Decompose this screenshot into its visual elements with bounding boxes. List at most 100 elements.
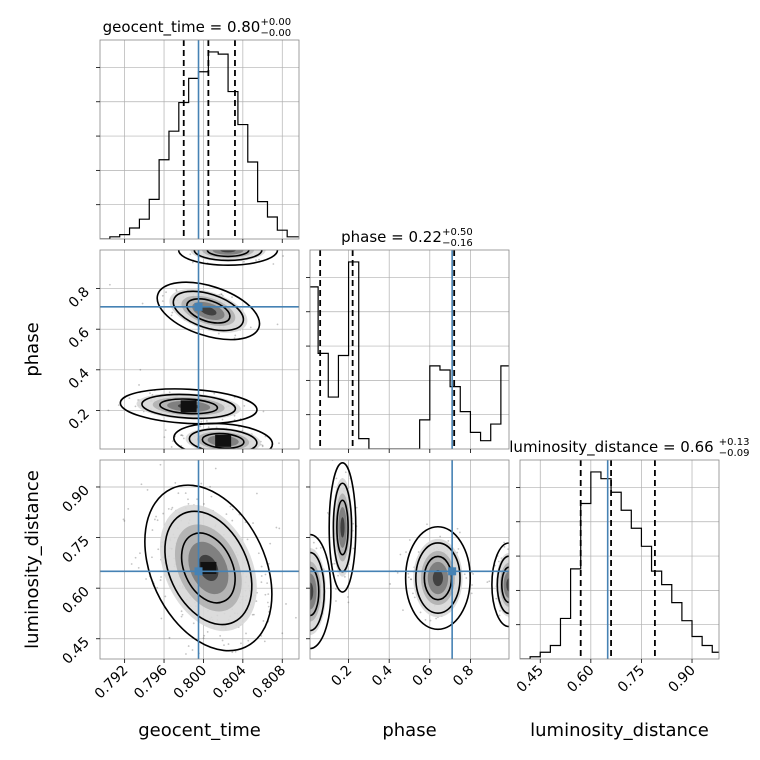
sample-point <box>304 644 306 646</box>
sample-point <box>177 492 180 495</box>
sample-point <box>201 235 203 237</box>
sample-point <box>514 605 516 607</box>
sample-point <box>139 368 142 371</box>
sample-point <box>175 289 178 291</box>
sample-point <box>488 580 491 583</box>
sample-point <box>306 592 308 594</box>
sample-point <box>231 651 234 654</box>
sample-point <box>181 434 184 437</box>
density-fill <box>310 582 314 601</box>
sample-point <box>261 444 264 447</box>
sample-point <box>196 498 199 501</box>
sample-point <box>258 242 260 244</box>
x-tick-label: 0.2 <box>328 663 355 690</box>
x-tick-label: 0.75 <box>615 663 648 696</box>
sample-point <box>260 581 263 584</box>
sample-point <box>263 640 266 643</box>
sample-point <box>170 508 173 511</box>
y-tick-label: 0.6 <box>66 325 93 352</box>
sample-point <box>426 523 428 526</box>
sample-point <box>251 613 254 616</box>
y-tick-label: 0.45 <box>59 634 92 667</box>
sample-point <box>180 434 183 436</box>
truth-marker <box>194 302 203 311</box>
sample-point <box>278 442 280 445</box>
sample-point <box>214 467 217 470</box>
sample-point <box>107 409 110 412</box>
sample-point <box>410 578 413 581</box>
sample-point <box>447 540 450 542</box>
title-text: phase = 0.22 <box>341 228 442 246</box>
sample-point <box>276 323 279 326</box>
sample-point <box>266 601 269 604</box>
title-minus: −0.16 <box>442 238 473 249</box>
sample-point <box>171 506 174 509</box>
sample-point <box>233 418 236 421</box>
sample-point <box>164 595 167 598</box>
panel-border <box>309 459 510 660</box>
sample-point <box>243 260 245 263</box>
y-axis-label-luminosity_distance: luminosity_distance <box>22 470 43 649</box>
sample-point <box>435 617 438 620</box>
sample-point <box>355 506 358 509</box>
sample-point <box>200 482 203 485</box>
sample-point <box>221 245 223 247</box>
sample-point <box>157 548 160 551</box>
panel-border <box>309 249 510 450</box>
x-tick-label: 0.808 <box>249 663 289 703</box>
sample-point <box>271 243 273 245</box>
sample-point <box>267 605 270 608</box>
sample-point <box>249 664 251 666</box>
sample-point <box>296 599 298 601</box>
sample-point <box>122 518 125 521</box>
sample-point <box>156 586 159 589</box>
sample-point <box>272 263 275 265</box>
sample-point <box>512 567 514 569</box>
sample-point <box>183 244 185 246</box>
title-plus: +0.50 <box>442 227 473 238</box>
sample-point <box>250 236 252 238</box>
sample-point <box>472 573 475 575</box>
title-luminosity_distance: luminosity_distance = 0.66 +0.13−0.09 <box>509 437 749 459</box>
sample-point <box>518 610 520 612</box>
sample-point <box>192 622 195 625</box>
sample-point <box>246 538 249 541</box>
sample-point <box>337 574 339 577</box>
sample-point <box>297 629 299 631</box>
sample-point <box>304 614 306 616</box>
sample-point <box>303 647 305 649</box>
sample-point <box>247 639 250 642</box>
sample-point <box>304 583 306 585</box>
title-text: luminosity_distance = 0.66 <box>509 438 713 457</box>
sample-point <box>231 519 234 522</box>
sample-point <box>245 246 247 248</box>
sample-point <box>303 588 305 590</box>
sample-point <box>267 593 270 596</box>
sample-point <box>305 575 307 577</box>
sample-point <box>509 608 511 610</box>
sample-point <box>231 508 234 511</box>
sample-point <box>212 244 214 246</box>
sample-point <box>286 621 288 623</box>
sample-point <box>252 522 254 524</box>
sample-point <box>518 572 520 574</box>
sample-point <box>260 575 263 577</box>
sample-point <box>254 245 256 247</box>
sample-point <box>278 527 281 530</box>
sample-point <box>170 446 173 448</box>
sample-point <box>233 337 236 340</box>
contour-line <box>159 398 219 415</box>
sample-point <box>497 560 500 563</box>
sample-point <box>221 454 223 456</box>
sample-point <box>234 650 237 653</box>
sample-point <box>227 643 230 645</box>
sample-point <box>220 293 223 296</box>
sample-point <box>180 615 183 618</box>
sample-point <box>424 618 427 621</box>
sample-point <box>233 414 236 417</box>
y-tick-label: 0.2 <box>66 406 93 433</box>
sample-point <box>140 483 143 486</box>
sample-point <box>307 567 309 569</box>
sample-point <box>300 570 302 572</box>
sample-point <box>223 454 225 456</box>
